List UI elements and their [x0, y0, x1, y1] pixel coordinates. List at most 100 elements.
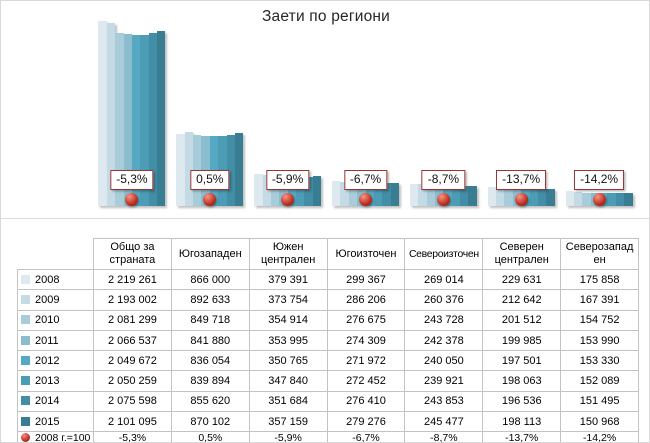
legend-key-marker-icon: [21, 433, 30, 442]
change-callout-label[interactable]: -14,2%: [574, 170, 625, 190]
row-label-cell: 2015: [17, 411, 94, 433]
change-callout-label[interactable]: -13,7%: [496, 170, 547, 190]
value-cell: 198 113: [482, 411, 562, 433]
value-cell: 855 620: [170, 390, 250, 413]
value-cell: 2 219 261: [93, 268, 172, 291]
change-marker-dot[interactable]: [359, 192, 372, 206]
value-cell: 841 880: [170, 329, 250, 352]
change-callout-label[interactable]: -5,3%: [110, 170, 154, 190]
bar-2013-0[interactable]: [140, 35, 149, 206]
change-marker-dot[interactable]: [125, 192, 139, 206]
change-callout-label[interactable]: -5,9%: [265, 170, 310, 190]
value-cell: 199 985: [482, 329, 562, 352]
bar-2009-2[interactable]: [262, 175, 271, 206]
row-label: 2014: [35, 395, 60, 408]
bar-2011-2[interactable]: [279, 176, 288, 206]
bar-2013-5[interactable]: [529, 189, 538, 206]
bar-2013-3[interactable]: [373, 183, 383, 206]
bar-2008-4[interactable]: [409, 184, 419, 206]
legend-key-swatch-icon: [21, 315, 30, 325]
chart-title: Заети по региони: [261, 8, 391, 25]
bar-2009-6[interactable]: [573, 192, 583, 206]
bar-2014-5[interactable]: [537, 190, 547, 206]
value-cell: 272 452: [326, 370, 406, 392]
value-cell: 153 990: [560, 329, 640, 352]
bar-2015-0[interactable]: [157, 31, 166, 206]
bar-2010-5[interactable]: [504, 189, 513, 206]
bar-2008-3[interactable]: [332, 181, 341, 206]
bar-2014-2[interactable]: [304, 177, 313, 206]
bar-2015-4[interactable]: [468, 186, 477, 206]
change-callout-label[interactable]: 0,5%: [190, 170, 230, 190]
bar-2014-1[interactable]: [226, 135, 235, 206]
change-callout-label[interactable]: -8,7%: [421, 170, 466, 190]
bar-2015-5[interactable]: [546, 189, 555, 206]
change-callout-label[interactable]: -6,7%: [343, 170, 388, 190]
bar-2008-1[interactable]: [176, 134, 185, 206]
value-cell: -6,7%: [326, 431, 406, 442]
bar-2013-2[interactable]: [296, 177, 305, 206]
bar-2015-2[interactable]: [312, 176, 322, 206]
bar-2013-4[interactable]: [451, 186, 461, 206]
bar-2010-4[interactable]: [426, 186, 435, 206]
legend-key-swatch-icon: [21, 274, 30, 284]
bar-2008-6[interactable]: [565, 191, 574, 206]
value-cell: 2 050 259: [93, 370, 172, 392]
value-cell: 2 049 672: [93, 350, 172, 372]
bar-2015-3[interactable]: [390, 183, 399, 206]
value-cell: 354 914: [248, 309, 328, 331]
column-header: Южен централен: [248, 238, 328, 270]
row-label-cell: 2014: [17, 390, 94, 413]
bar-2008-0[interactable]: [98, 21, 107, 206]
bar-2010-6[interactable]: [582, 193, 591, 206]
value-cell: 239 921: [404, 370, 484, 392]
table-row: 2011 2 066 537 841 880 353 995 274 309 242 37…: [17, 329, 640, 352]
row-label: 2013: [35, 375, 60, 388]
bar-2014-4[interactable]: [460, 186, 469, 206]
column-header: Югозападен: [170, 238, 250, 270]
bar-2010-2[interactable]: [270, 176, 280, 206]
change-marker-dot[interactable]: [514, 192, 528, 206]
change-marker-dot[interactable]: [436, 192, 450, 206]
table-row: 2010 2 081 299 849 718 354 914 276 675 243 72…: [17, 309, 640, 331]
bar-2008-2[interactable]: [254, 174, 263, 206]
bar-2014-3[interactable]: [382, 183, 391, 206]
bar-2010-3[interactable]: [348, 183, 358, 206]
bar-2008-5[interactable]: [487, 187, 497, 206]
legend-key-swatch-icon: [21, 355, 30, 365]
bar-2014-0[interactable]: [148, 33, 158, 206]
plot-divider-line: [1, 218, 649, 219]
change-marker-dot[interactable]: [592, 192, 606, 206]
row-label-cell: 2012: [17, 350, 94, 372]
value-cell: 286 206: [326, 289, 406, 311]
bar-2013-6[interactable]: [607, 193, 616, 206]
bar-2009-1[interactable]: [184, 132, 194, 206]
bar-2009-4[interactable]: [418, 184, 427, 206]
bar-2012-0[interactable]: [131, 35, 141, 206]
row-label: 2012: [35, 354, 60, 367]
bar-2011-0[interactable]: [123, 34, 132, 206]
value-cell: -13,7%: [482, 431, 562, 442]
change-marker-dot[interactable]: [203, 192, 217, 206]
value-cell: 152 089: [560, 370, 640, 392]
bar-2012-2[interactable]: [287, 177, 296, 206]
value-cell: 892 633: [170, 289, 250, 311]
table-row: 2008 г.=100 -5,3% 0,5% -5,9% -6,7% -8,7% -13,7…: [17, 431, 640, 443]
row-label: 2008 г.=100: [35, 432, 91, 443]
value-cell: 269 014: [404, 268, 484, 291]
value-cell: 357 159: [248, 411, 328, 433]
row-label: 2010: [35, 314, 60, 327]
column-header: Североизточен: [404, 238, 484, 270]
bar-2014-6[interactable]: [615, 193, 625, 206]
change-marker-dot[interactable]: [281, 192, 295, 206]
value-cell: 276 675: [326, 309, 406, 331]
bar-2009-3[interactable]: [340, 182, 349, 206]
bar-2015-1[interactable]: [234, 133, 244, 206]
bar-2009-0[interactable]: [106, 23, 116, 206]
bar-2009-5[interactable]: [496, 188, 505, 206]
legend-key-swatch-icon: [21, 335, 30, 345]
row-label-cell: 2008 г.=100: [17, 431, 94, 443]
bar-2015-6[interactable]: [624, 193, 633, 206]
bar-2010-0[interactable]: [115, 33, 124, 206]
